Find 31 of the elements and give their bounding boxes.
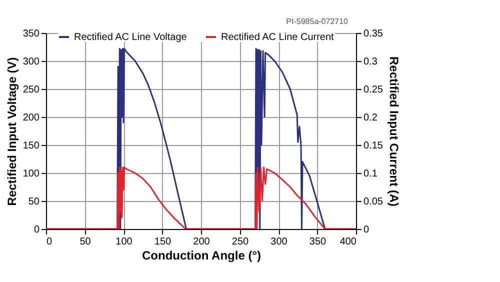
- x-tick-label: 50: [80, 236, 92, 248]
- text: PI-5985a-072710: [286, 17, 349, 26]
- x-tick-label: 350: [309, 236, 327, 248]
- y2-tick-label: 0.05: [364, 196, 384, 208]
- y-tick-label: 150: [22, 140, 40, 152]
- x-axis-title: Conduction Angle (°): [142, 248, 261, 262]
- legend-label: Rectified AC Line Current: [221, 32, 334, 43]
- y2-tick-label: 0.1: [364, 168, 378, 180]
- y2-axis-title: Rectified Input Current (A): [386, 56, 401, 206]
- y-tick-label: 350: [22, 28, 40, 40]
- y2-tick-label: 0: [364, 224, 370, 236]
- y-tick-label: 300: [22, 56, 40, 68]
- y2-tick-label: 0.35: [364, 28, 384, 40]
- x-tick-label: 100: [116, 236, 133, 248]
- y-tick-label: 100: [22, 168, 40, 180]
- y-tick-label: 200: [22, 112, 40, 124]
- x-tick-label: 200: [193, 236, 210, 248]
- y-tick-label: 0: [34, 224, 40, 236]
- legend-label: Rectified AC Line Voltage: [74, 32, 188, 43]
- y-tick-label: 50: [28, 196, 40, 208]
- y2-tick-label: 0.3: [364, 56, 378, 68]
- x-tick-label: 0: [46, 236, 52, 248]
- y2-tick-label: 0.2: [364, 112, 378, 124]
- y2-tick-label: 0.15: [364, 140, 384, 152]
- y-tick-label: 250: [22, 84, 40, 96]
- x-tick-label: 150: [154, 236, 172, 248]
- x-tick-label: 300: [270, 236, 288, 248]
- x-tick-label: 400: [340, 236, 357, 248]
- y-axis-title: Rectified Input Voltage (V): [4, 57, 19, 206]
- x-tick-label: 250: [232, 236, 250, 248]
- y2-tick-label: 0.25: [364, 84, 384, 96]
